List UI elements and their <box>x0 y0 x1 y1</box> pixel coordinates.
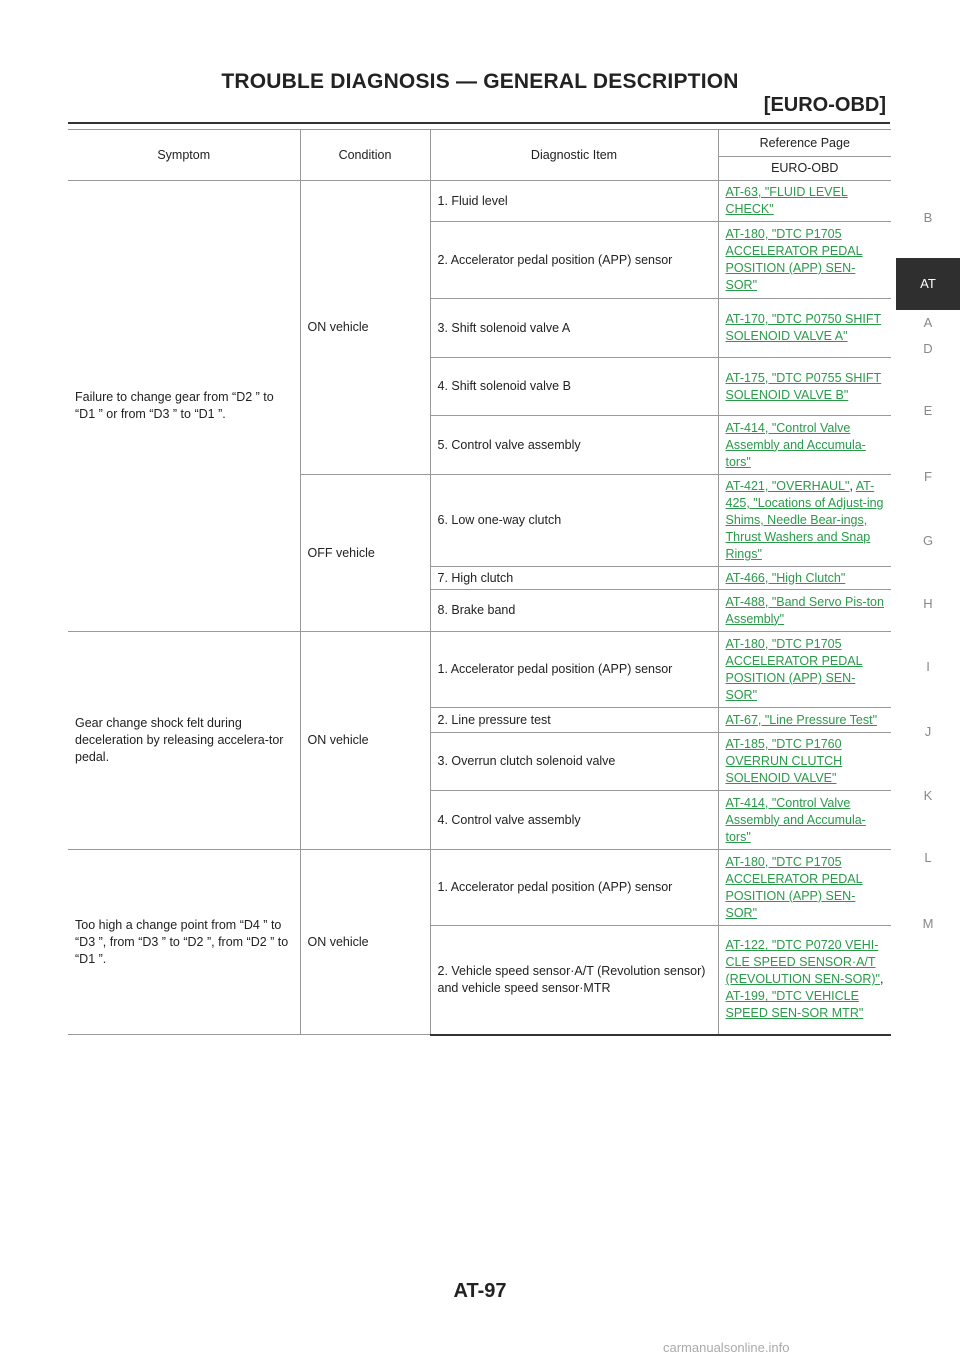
diagnostic-item-cell: 3. Shift solenoid valve A <box>430 298 719 358</box>
section-tab-at[interactable]: AT <box>896 258 960 310</box>
reference-link[interactable]: AT-67, "Line Pressure Test" <box>725 712 878 727</box>
table-row: Too high a change point from “D4 ” to “D… <box>68 849 891 1035</box>
reference-link[interactable]: AT-466, "High Clutch" <box>725 570 846 585</box>
reference-cell: AT-414, "Control Valve Assembly and Accu… <box>717 790 891 850</box>
reference-link[interactable]: AT-488, "Band Servo Pis-ton Assembly" <box>725 594 884 626</box>
table-row: Failure to change gear from “D2 ” to “D1… <box>68 180 891 632</box>
reference-link[interactable]: AT-180, "DTC P1705 ACCELERATOR PEDAL POS… <box>725 227 863 292</box>
reference-cell: AT-180, "DTC P1705 ACCELERATOR PEDAL POS… <box>717 631 891 708</box>
section-tab-f[interactable]: F <box>924 469 932 484</box>
section-tab-g[interactable]: G <box>922 533 934 548</box>
reference-link[interactable]: AT-180, "DTC P1705 ACCELERATOR PEDAL POS… <box>725 854 863 920</box>
reference-cell: AT-466, "High Clutch" <box>717 566 891 590</box>
reference-link[interactable]: AT-63, "FLUID LEVEL CHECK" <box>725 185 848 216</box>
table-row: 4. Shift solenoid valve B AT-175, "DTC P… <box>68 357 891 416</box>
page-title: TROUBLE DIAGNOSIS — GENERAL DESCRIPTION <box>221 70 739 93</box>
section-tab-d[interactable]: D <box>923 341 933 356</box>
diagnostic-item-cell: 1. Accelerator pedal position (APP) sens… <box>429 631 719 708</box>
table-header-row: Symptom Condition Diagnostic Item Refere… <box>68 129 891 181</box>
header-reference-page: Reference Page <box>717 129 891 157</box>
reference-link[interactable]: AT-421, "OVERHAUL" <box>725 479 850 493</box>
section-tab-m[interactable]: M <box>922 916 934 931</box>
header-condition: Condition <box>299 129 431 181</box>
table-row: 5. Control valve assembly AT-414, "Contr… <box>68 415 891 475</box>
section-tab-k[interactable]: K <box>923 788 933 803</box>
header-rule <box>68 122 890 124</box>
reference-link[interactable]: AT-170, "DTC P0750 SHIFT SOLENOID VALVE … <box>725 312 882 343</box>
table-row: 3. Overrun clutch solenoid valve AT-185,… <box>68 732 891 791</box>
diagnostic-item-cell: 2. Accelerator pedal position (APP) sens… <box>430 221 719 299</box>
section-tab-i[interactable]: I <box>926 659 930 674</box>
section-tab-b[interactable]: B <box>923 210 933 225</box>
section-tab-l[interactable]: L <box>924 850 932 865</box>
table-row: 4. Control valve assembly AT-414, "Contr… <box>68 790 891 850</box>
symptom-cell: Failure to change gear from “D2 ” to “D1… <box>68 180 301 632</box>
table-row: Gear change shock felt during decelerati… <box>68 631 891 850</box>
reference-link[interactable]: AT-199, "DTC VEHICLE SPEED SEN-SOR MTR" <box>725 989 864 1021</box>
diagnostic-item-cell: 3. Overrun clutch solenoid valve <box>430 732 719 791</box>
reference-cell: AT-175, "DTC P0755 SHIFT SOLENOID VALVE … <box>717 357 891 416</box>
reference-cell: AT-63, "FLUID LEVEL CHECK" <box>717 180 891 222</box>
reference-link[interactable]: AT-414, "Control Valve Assembly and Accu… <box>725 420 866 469</box>
reference-link[interactable]: AT-175, "DTC P0755 SHIFT SOLENOID VALVE … <box>725 370 882 402</box>
page-number: AT-97 <box>453 1280 507 1302</box>
condition-cell: ON vehicle <box>299 180 431 475</box>
diagnosis-table: Symptom Condition Diagnostic Item Refere… <box>68 129 891 1036</box>
table-header-subrow: EURO-OBD <box>68 156 891 181</box>
footer-watermark: carmanualsonline.info <box>663 1340 790 1355</box>
diagnostic-item-cell: 1. Accelerator pedal position (APP) sens… <box>429 849 719 926</box>
reference-cell: AT-180, "DTC P1705 ACCELERATOR PEDAL POS… <box>717 849 891 926</box>
reference-cell: AT-414, "Control Valve Assembly and Accu… <box>717 415 891 475</box>
diagnostic-item-cell: 4. Shift solenoid valve B <box>430 357 719 416</box>
diagnostic-item-cell: 7. High clutch <box>430 566 719 590</box>
table-row: 2. Vehicle speed sensor·A/T (Revolution … <box>68 925 891 1036</box>
diagnostic-item-cell: 8. Brake band <box>430 589 719 632</box>
diagnostic-item-cell: 4. Control valve assembly <box>430 790 719 850</box>
reference-cell: AT-170, "DTC P0750 SHIFT SOLENOID VALVE … <box>717 298 891 358</box>
condition-cell: ON vehicle <box>299 631 431 850</box>
header-symptom: Symptom <box>68 129 301 181</box>
reference-cell: AT-122, "DTC P0720 VEHI-CLE SPEED SENSOR… <box>717 925 891 1036</box>
diagnostic-item-cell: 5. Control valve assembly <box>430 415 719 475</box>
symptom-cell: Gear change shock felt during decelerati… <box>68 631 301 850</box>
condition-cell: ON vehicle <box>299 849 431 1035</box>
reference-cell: AT-488, "Band Servo Pis-ton Assembly" <box>717 589 891 632</box>
header-euro-obd: EURO-OBD <box>718 156 891 181</box>
table-row: 2. Accelerator pedal position (APP) sens… <box>68 221 891 299</box>
diagnostic-item-cell: 6. Low one-way clutch <box>429 474 719 567</box>
reference-link[interactable]: AT-414, "Control Valve Assembly and Accu… <box>725 795 866 844</box>
section-tab-a[interactable]: A <box>923 315 933 330</box>
diagnostic-item-cell: 1. Fluid level <box>429 180 719 222</box>
reference-link[interactable]: AT-185, "DTC P1760 OVERRUN CLUTCH SOLENO… <box>725 737 843 785</box>
page-subtitle: [EURO-OBD] <box>763 94 886 116</box>
condition-cell: OFF vehicle <box>300 474 431 632</box>
reference-cell: AT-180, "DTC P1705 ACCELERATOR PEDAL POS… <box>717 221 891 299</box>
reference-cell: AT-67, "Line Pressure Test" <box>717 707 891 733</box>
reference-cell: AT-185, "DTC P1760 OVERRUN CLUTCH SOLENO… <box>717 732 891 791</box>
diagnostic-item-cell: 2. Line pressure test <box>430 707 719 733</box>
table-row: 8. Brake band AT-488, "Band Servo Pis-to… <box>68 589 891 632</box>
reference-link[interactable]: AT-180, "DTC P1705 ACCELERATOR PEDAL POS… <box>725 636 863 702</box>
diagnostic-item-cell: 2. Vehicle speed sensor·A/T (Revolution … <box>430 925 719 1036</box>
section-tab-e[interactable]: E <box>923 403 933 418</box>
reference-link[interactable]: AT-425, "Locations of Adjust-ing Shims, … <box>725 479 884 561</box>
reference-link[interactable]: AT-122, "DTC P0720 VEHI-CLE SPEED SENSOR… <box>725 938 880 987</box>
table-row: OFF vehicle 6. Low one-way clutch AT-421… <box>68 474 891 632</box>
section-index: A B AT D E F G H I J K L M <box>896 0 960 1358</box>
section-tab-j[interactable]: J <box>924 724 932 739</box>
section-tab-h[interactable]: H <box>923 596 933 611</box>
symptom-cell: Too high a change point from “D4 ” to “D… <box>68 849 301 1035</box>
header-diagnostic-item: Diagnostic Item <box>429 129 719 181</box>
reference-cell: AT-421, "OVERHAUL", AT-425, "Locations o… <box>717 474 891 567</box>
